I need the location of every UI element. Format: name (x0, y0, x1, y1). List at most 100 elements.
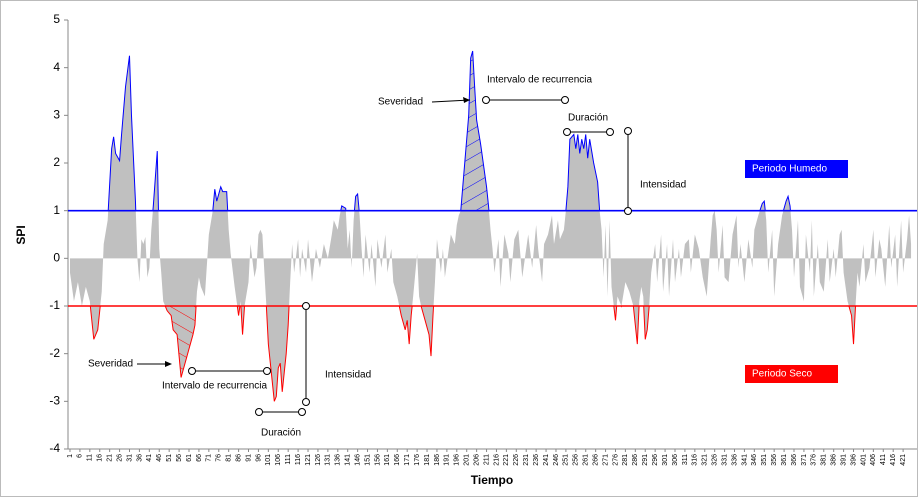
x-tick-label: 416 (890, 454, 897, 466)
x-tick-label: 401 (860, 454, 867, 466)
y-tick-label: 2 (53, 155, 60, 169)
x-tick-label: 166 (394, 454, 401, 466)
marker (302, 302, 310, 310)
y-tick-label: 0 (53, 251, 60, 265)
x-tick-label: 206 (473, 454, 480, 466)
x-tick-label: 291 (642, 454, 649, 466)
x-axis-label: Tiempo (471, 473, 513, 487)
x-tick-label: 171 (404, 454, 411, 466)
x-tick-label: 146 (354, 454, 361, 466)
x-tick-label: 231 (523, 454, 530, 466)
hatch (165, 306, 196, 378)
x-tick-label: 91 (245, 454, 252, 462)
annotation: Intervalo de recurrencia (162, 381, 267, 392)
region-label: Periodo Seco (752, 369, 812, 380)
x-tick-label: 236 (533, 454, 540, 466)
x-tick-label: 371 (801, 454, 808, 466)
y-tick-label: 4 (53, 60, 60, 74)
x-tick-label: 1 (67, 454, 74, 458)
x-tick-label: 331 (721, 454, 728, 466)
x-tick-label: 381 (821, 454, 828, 466)
marker (298, 408, 306, 416)
x-tick-label: 366 (791, 454, 798, 466)
x-tick-label: 386 (831, 454, 838, 466)
x-tick-label: 421 (900, 454, 907, 466)
annotation: Intervalo de recurrencia (487, 75, 592, 86)
x-tick-label: 241 (543, 454, 550, 466)
x-tick-label: 376 (811, 454, 818, 466)
x-tick-label: 56 (176, 454, 183, 462)
x-tick-label: 336 (731, 454, 738, 466)
x-tick-label: 46 (156, 454, 163, 462)
x-tick-label: 251 (563, 454, 570, 466)
x-tick-label: 346 (751, 454, 758, 466)
x-tick-label: 51 (166, 454, 173, 462)
y-tick-label: 5 (53, 12, 60, 26)
x-tick-label: 261 (583, 454, 590, 466)
arrow-head (463, 97, 470, 103)
x-tick-label: 306 (672, 454, 679, 466)
x-tick-label: 181 (424, 454, 431, 466)
x-tick-label: 131 (325, 454, 332, 466)
x-tick-label: 141 (345, 454, 352, 466)
x-tick-label: 151 (364, 454, 371, 466)
y-tick-label: 1 (53, 203, 60, 217)
annotation: Intensidad (640, 180, 686, 191)
x-tick-label: 96 (255, 454, 262, 462)
x-tick-label: 36 (136, 454, 143, 462)
x-tick-label: 31 (126, 454, 133, 462)
annotation: Severidad (88, 359, 133, 370)
x-tick-label: 201 (464, 454, 471, 466)
marker (624, 127, 632, 135)
y-tick-label: 3 (53, 108, 60, 122)
x-tick-label: 16 (97, 454, 104, 462)
y-tick-label: -4 (49, 441, 60, 455)
arrow-head (165, 361, 172, 367)
x-tick-label: 6 (77, 454, 84, 458)
x-tick-label: 61 (186, 454, 193, 462)
marker (561, 96, 569, 104)
x-tick-label: 396 (850, 454, 857, 466)
region-box (745, 365, 838, 383)
x-tick-label: 136 (335, 454, 342, 466)
x-tick-label: 26 (116, 454, 123, 462)
x-tick-label: 281 (622, 454, 629, 466)
marker (624, 207, 632, 215)
marker (263, 367, 271, 375)
region-outline (107, 50, 791, 211)
x-tick-label: 81 (226, 454, 233, 462)
hatch (460, 50, 489, 211)
x-tick-label: 351 (761, 454, 768, 466)
x-tick-label: 321 (702, 454, 709, 466)
marker (255, 408, 263, 416)
x-tick-label: 86 (235, 454, 242, 462)
x-tick-label: 176 (414, 454, 421, 466)
area (69, 50, 912, 402)
x-tick-label: 76 (216, 454, 223, 462)
x-tick-label: 361 (781, 454, 788, 466)
region-label: Periodo Humedo (752, 164, 827, 175)
x-tick-label: 406 (870, 454, 877, 466)
y-tick-label: -3 (49, 394, 60, 408)
x-tick-label: 21 (107, 454, 114, 462)
x-tick-label: 41 (146, 454, 153, 462)
y-axis-label: SPI (14, 225, 28, 244)
y-tick-label: -1 (49, 298, 60, 312)
x-tick-label: 126 (315, 454, 322, 466)
x-tick-label: 356 (771, 454, 778, 466)
x-tick-label: 311 (682, 454, 689, 465)
x-tick-label: 226 (513, 454, 520, 466)
x-tick-label: 246 (553, 454, 560, 466)
x-tick-label: 316 (692, 454, 699, 466)
x-tick-label: 156 (374, 454, 381, 466)
marker (188, 367, 196, 375)
marker (606, 128, 614, 136)
x-tick-label: 326 (712, 454, 719, 466)
annotations: Severidad Intervalo de recurrencia Durac… (88, 75, 686, 439)
x-tick-label: 256 (573, 454, 580, 466)
x-tick-label: 191 (444, 454, 451, 466)
x-tick-label: 186 (434, 454, 441, 466)
x-tick-label: 296 (652, 454, 659, 466)
